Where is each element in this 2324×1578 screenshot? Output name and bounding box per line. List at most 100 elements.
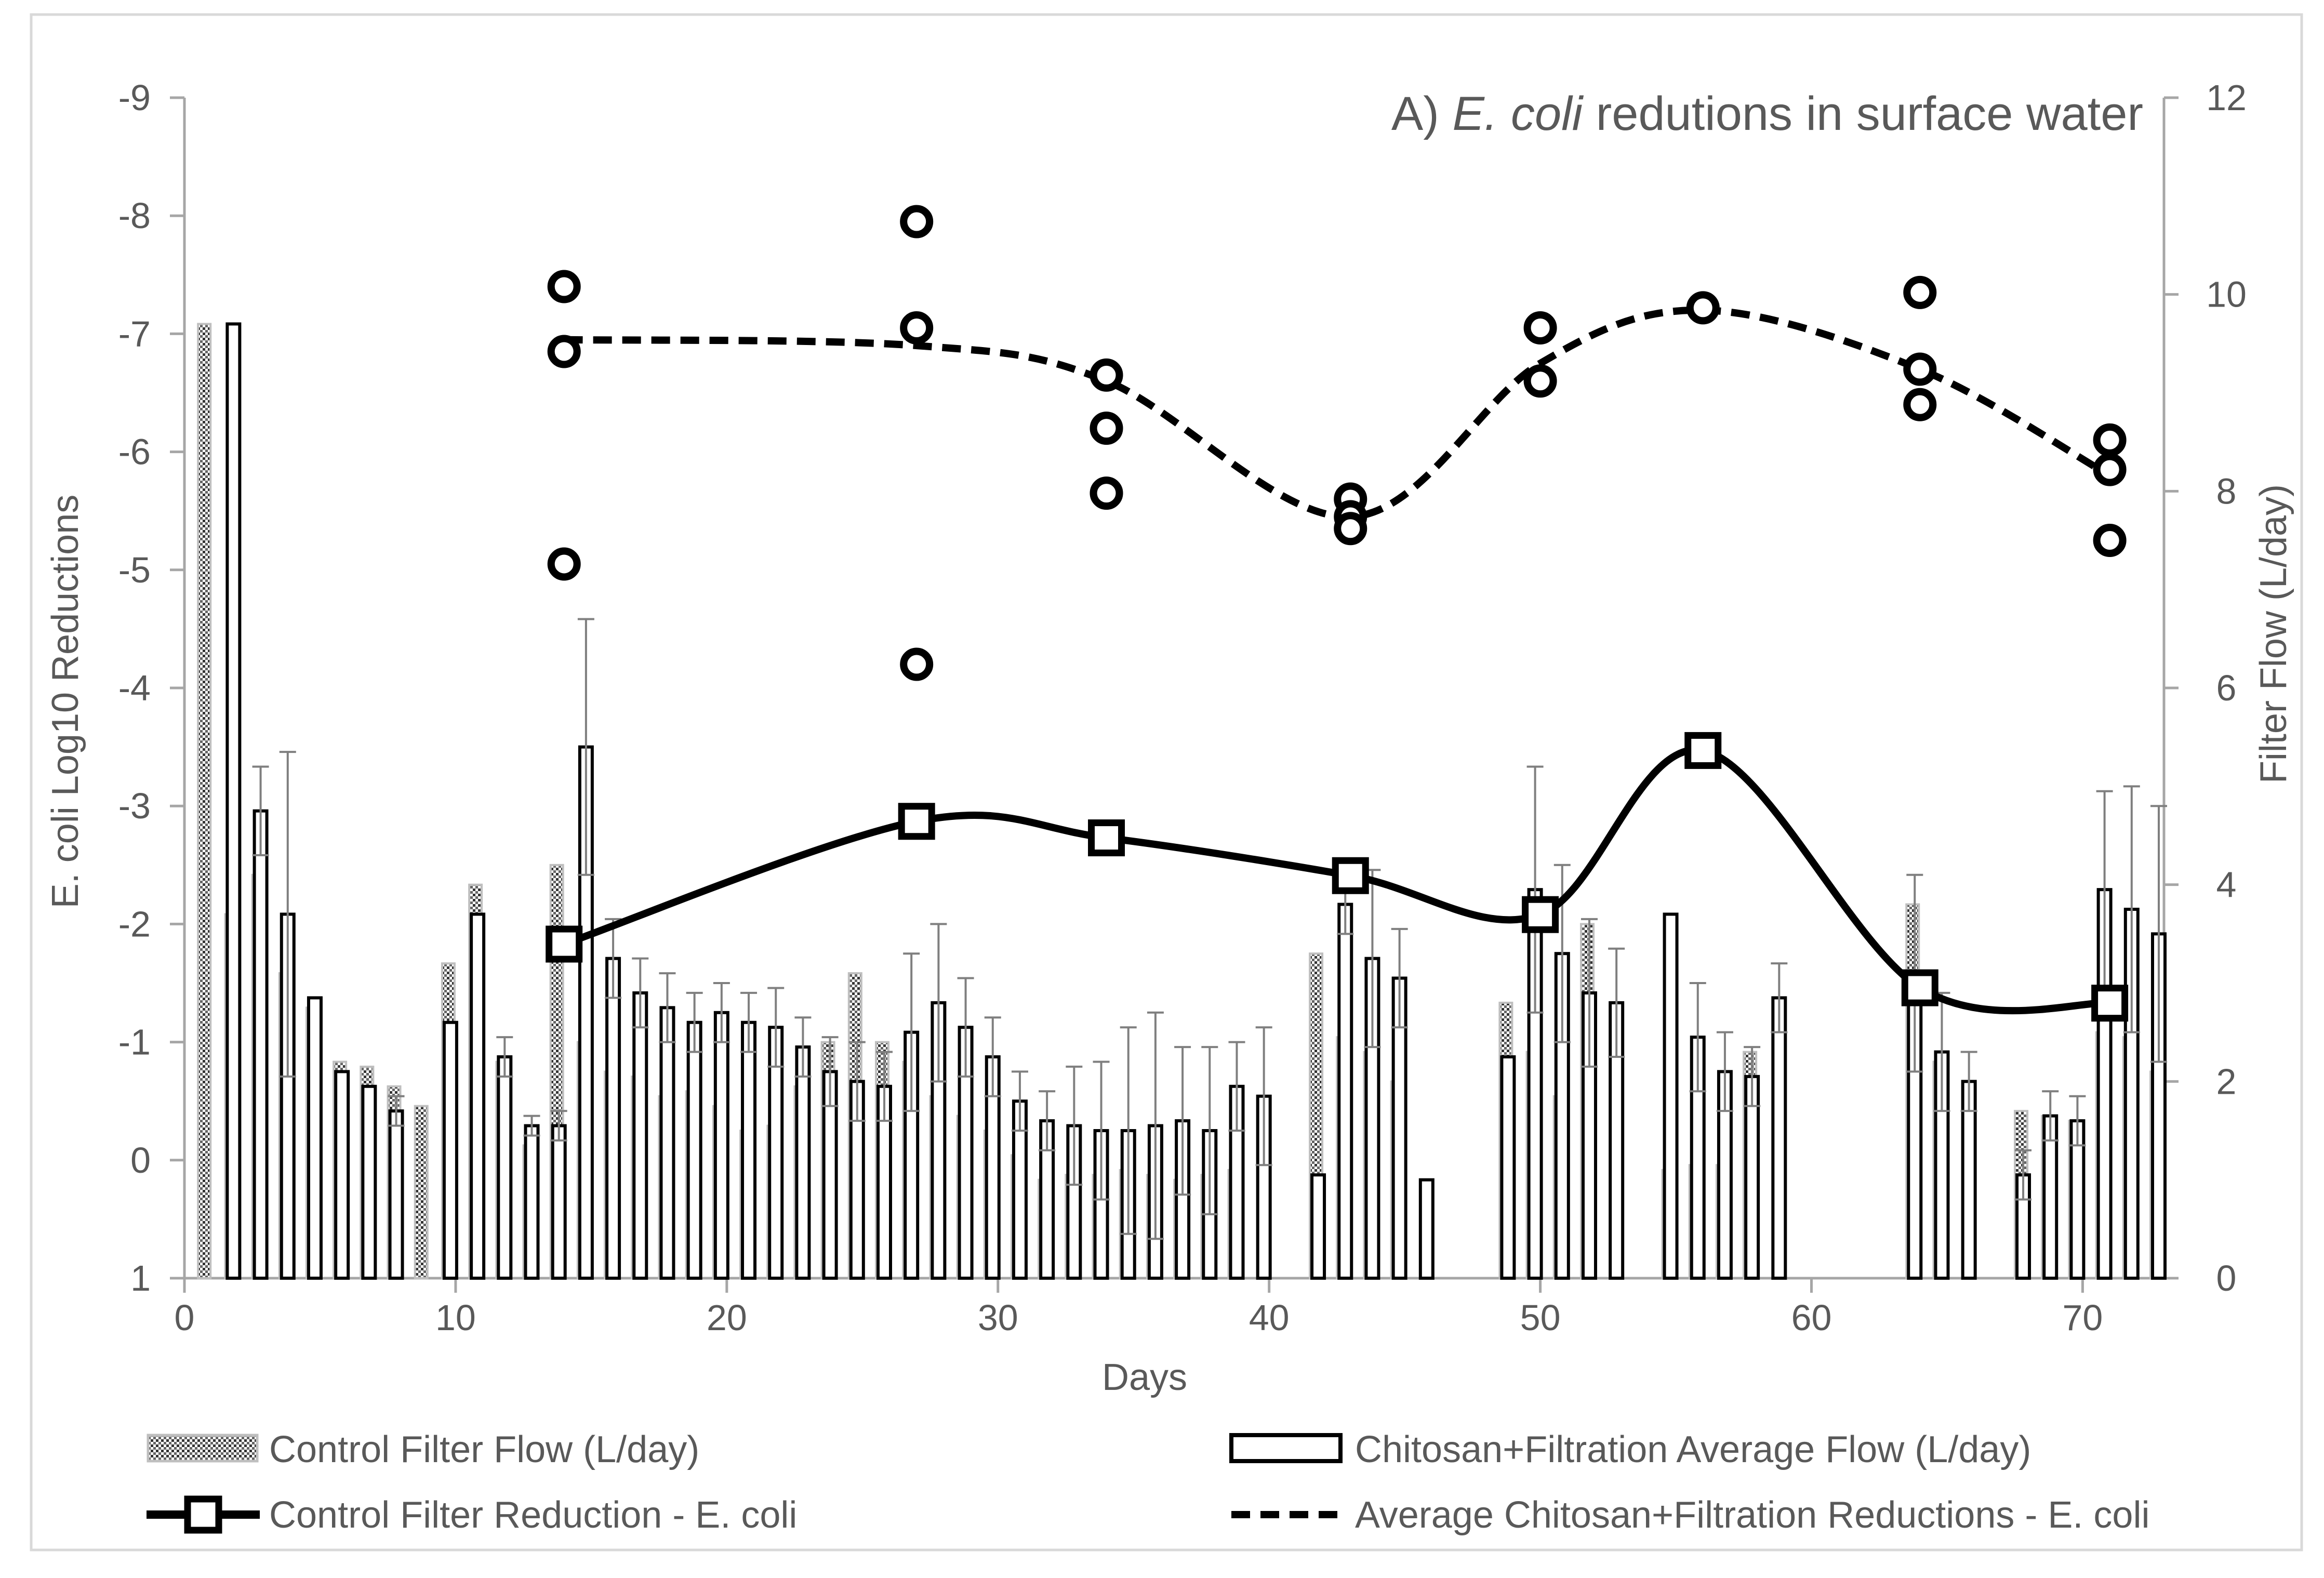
bar-chitosan-flow — [632, 991, 648, 1280]
y-right-tick-label: 10 — [2206, 274, 2247, 315]
chart-border — [30, 13, 2303, 1552]
bar-chitosan-flow — [253, 809, 269, 1280]
bar-chitosan-flow — [361, 1084, 377, 1280]
marker-chitosan-reduction — [900, 647, 934, 681]
marker-control-reduction — [898, 803, 935, 840]
marker-control-reduction — [1332, 857, 1369, 894]
x-tick-label: 60 — [1791, 1297, 1832, 1338]
marker-chitosan-reduction — [1090, 476, 1123, 510]
y-left-tick-label: -6 — [118, 432, 151, 472]
marker-chitosan-reduction — [1090, 412, 1123, 445]
marker-chitosan-reduction — [2093, 524, 2127, 557]
marker-chitosan-reduction — [1903, 388, 1937, 421]
marker-chitosan-reduction — [1523, 311, 1557, 345]
bar-chitosan-flow — [1310, 1173, 1326, 1280]
bar-chitosan-flow — [442, 1020, 458, 1280]
marker-chitosan-reduction — [1090, 358, 1123, 392]
x-tick-label: 50 — [1520, 1297, 1561, 1338]
line-chitosan-reduction — [564, 306, 2112, 521]
bar-chitosan-flow — [605, 957, 621, 1280]
legend-marker-control-reduction — [184, 1495, 222, 1534]
bar-chitosan-flow — [713, 1011, 729, 1280]
bar-chitosan-flow — [686, 1020, 702, 1280]
marker-chitosan-reduction — [547, 270, 581, 303]
legend-item-chitosan-reduction: Average Chitosan+Filtration Reductions -… — [1231, 1494, 2149, 1536]
y-right-tick-label: 0 — [2216, 1258, 2237, 1298]
y-left-tick-label: -4 — [118, 668, 151, 708]
bar-chitosan-flow — [659, 1006, 675, 1280]
bars — [197, 322, 2167, 1280]
marker-chitosan-reduction — [900, 311, 934, 345]
marker-chitosan-reduction — [900, 205, 934, 238]
y-right-tick-label: 4 — [2216, 865, 2237, 905]
bar-chitosan-flow — [1771, 996, 1787, 1280]
marker-chitosan-reduction — [2093, 453, 2127, 486]
marker-chitosan-reduction — [1334, 512, 1367, 546]
chart-title-italic: E. coli — [1452, 87, 1584, 140]
y-left-tick-label: -1 — [118, 1022, 151, 1063]
bar-chitosan-flow — [388, 1109, 404, 1280]
y-left-tick-label: -9 — [118, 77, 151, 118]
marker-control-reduction — [1522, 896, 1559, 933]
bar-chitosan-flow — [497, 1055, 513, 1280]
bar-chitosan-flow — [1500, 1055, 1516, 1280]
y-left-tick-label: -7 — [118, 313, 151, 354]
legend-label-control-flow: Control Filter Flow (L/day) — [269, 1429, 699, 1470]
legend-label-chitosan-reduction: Average Chitosan+Filtration Reductions -… — [1355, 1494, 2149, 1536]
marker-control-reduction — [1901, 969, 1938, 1006]
bar-chitosan-flow — [2042, 1114, 2059, 1280]
x-tick-label: 0 — [175, 1297, 195, 1338]
marker-chitosan-reduction — [1686, 291, 1720, 325]
y-left-tick-label: -3 — [118, 786, 151, 826]
bar-chitosan-flow — [334, 1070, 350, 1280]
marker-control-reduction — [1088, 819, 1125, 857]
legend-item-control-flow: Control Filter Flow (L/day) — [147, 1429, 699, 1470]
y-right-tick-label: 2 — [2216, 1061, 2237, 1102]
legend-label-chitosan-flow: Chitosan+Filtration Average Flow (L/day) — [1355, 1429, 2031, 1470]
x-tick-label: 10 — [435, 1297, 476, 1338]
legend-item-chitosan-flow: Chitosan+Filtration Average Flow (L/day) — [1229, 1429, 2031, 1470]
y-axis-right-label: Filter Flow (L/day) — [2253, 484, 2294, 784]
y-left-tick-label: -2 — [118, 904, 151, 944]
x-tick-label: 30 — [978, 1297, 1018, 1338]
legend-item-control-reduction: Control Filter Reduction - E. coli — [147, 1494, 797, 1536]
marker-chitosan-reduction — [547, 335, 581, 368]
x-tick-label: 70 — [2062, 1297, 2103, 1338]
marker-chitosan-reduction — [1523, 364, 1557, 398]
bar-chitosan-flow — [524, 1124, 540, 1280]
y-left-tick-label: 1 — [130, 1258, 151, 1298]
y-left-tick-label: 0 — [130, 1140, 151, 1181]
legend-swatch-control-flow — [147, 1434, 259, 1463]
bar-chitosan-flow — [741, 1020, 757, 1280]
bar-chitosan-flow — [1337, 903, 1353, 1280]
y-right-tick-label: 8 — [2216, 471, 2237, 511]
bar-chitosan-flow — [551, 1124, 567, 1280]
bar-chitosan-flow — [225, 322, 242, 1280]
bar-chitosan-flow — [1961, 1080, 1977, 1280]
marker-chitosan-reduction — [1903, 275, 1937, 309]
bar-chitosan-flow — [1744, 1075, 1760, 1280]
bar-control-flow — [197, 323, 212, 1279]
series-points — [546, 205, 2129, 1022]
legend: Control Filter Flow (L/day) Chitosan+Fil… — [147, 1429, 2149, 1536]
y-left-tick-label: -5 — [118, 550, 151, 590]
marker-chitosan-reduction — [1903, 352, 1937, 386]
x-tick-label: 40 — [1249, 1297, 1290, 1338]
y-right-tick-label: 12 — [2206, 77, 2247, 118]
y-right-tick-label: 6 — [2216, 668, 2237, 708]
marker-chitosan-reduction — [547, 547, 581, 581]
chart-title-prefix: A) — [1391, 87, 1453, 140]
bar-chitosan-flow — [795, 1045, 811, 1280]
bar-control-flow — [414, 1105, 429, 1280]
y-left-tick-label: -8 — [118, 195, 151, 236]
x-tick-label: 20 — [707, 1297, 747, 1338]
chart-title: A) E. coli redutions in surface water — [1391, 87, 2143, 140]
marker-control-reduction — [2091, 985, 2129, 1022]
y-axis-left-label: E. coli Log10 Reductions — [45, 495, 86, 909]
marker-control-reduction — [546, 925, 583, 963]
marker-chitosan-reduction — [2093, 423, 2127, 457]
bar-chitosan-flow — [470, 912, 486, 1280]
